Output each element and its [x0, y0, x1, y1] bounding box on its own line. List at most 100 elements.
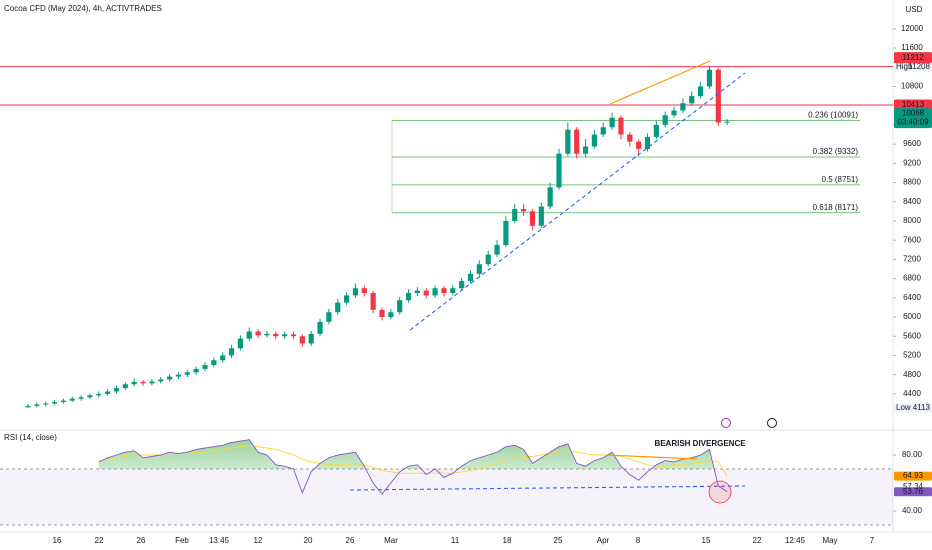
rsi-tick-label: 40.00	[902, 506, 923, 515]
candle-body	[43, 403, 49, 405]
candle-body	[51, 402, 58, 404]
highlight-circle	[708, 480, 732, 504]
candle-body	[609, 117, 615, 128]
candle-body	[158, 379, 164, 382]
rsi-ma-value-box	[894, 471, 932, 481]
candle-body	[352, 288, 359, 296]
candle-body	[467, 273, 474, 282]
candle-body	[503, 220, 509, 245]
event-icon[interactable]	[767, 418, 777, 428]
candle-body	[476, 264, 482, 274]
candle-body	[405, 293, 412, 301]
fib-label: 0.618 (8171)	[813, 203, 859, 212]
candle-body	[529, 211, 536, 226]
candle-body	[397, 300, 403, 313]
candle-body	[299, 336, 305, 344]
candle-body	[105, 391, 111, 394]
high-box	[894, 61, 932, 72]
candle-body	[698, 86, 704, 97]
event-icon[interactable]	[721, 418, 731, 428]
level-1-label: 10413	[902, 100, 925, 109]
x-tick-label: 25	[554, 536, 563, 545]
candle-body	[388, 312, 394, 318]
candle-body	[556, 153, 562, 188]
candle-body	[25, 405, 31, 408]
candle-body	[618, 117, 624, 135]
x-tick-label: Mar	[384, 536, 398, 545]
candle-body	[202, 365, 208, 369]
candle-body	[290, 334, 297, 337]
rsi-value-label: 53.76	[903, 487, 924, 496]
trend-line	[409, 72, 746, 331]
candle-body	[547, 187, 553, 207]
last-price-label: 10068	[902, 109, 925, 118]
rsi-ma-value-label: 64.93	[903, 471, 924, 480]
candle-body	[485, 254, 491, 265]
candle-body	[574, 129, 580, 154]
x-tick-label: 18	[503, 536, 512, 545]
candle-body	[565, 129, 571, 154]
y-tick-label: 5600	[903, 331, 921, 340]
candle-body	[538, 206, 544, 226]
level-0-label: 11212	[902, 53, 924, 62]
y-tick-label: 9200	[903, 158, 921, 167]
y-tick-label: 7600	[903, 235, 921, 244]
y-tick-label: 8800	[903, 178, 921, 187]
x-tick-label: 8	[636, 536, 641, 545]
y-tick-label: 10800	[901, 82, 924, 91]
annotation: BEARISH DIVERGENCE	[654, 439, 746, 448]
candle-body	[246, 331, 252, 339]
candle-body	[335, 302, 341, 313]
candle-body	[636, 141, 642, 149]
candle-body	[370, 293, 376, 310]
candle-body	[344, 295, 350, 303]
candle-body	[724, 121, 730, 123]
candle-body	[423, 290, 429, 296]
x-tick-label: 20	[304, 536, 313, 545]
candle-body	[282, 334, 288, 337]
rsi-ma-line	[98, 444, 728, 477]
high-marker-value: 11208	[908, 62, 930, 71]
y-tick-label: 11600	[901, 43, 923, 52]
rsi-title: RSI (14, close)	[4, 433, 57, 442]
candle-body	[167, 376, 173, 380]
y-tick-label: 12000	[901, 24, 924, 33]
candle-body	[494, 244, 500, 255]
candle-body	[361, 288, 367, 294]
candle-body	[671, 110, 677, 116]
candle-body	[432, 288, 438, 296]
candle-body	[441, 288, 447, 294]
candle-body	[450, 288, 456, 294]
rsi-value-box	[894, 487, 932, 497]
y-tick-label: 8000	[903, 216, 921, 225]
candle-body	[34, 404, 40, 406]
x-tick-label: 16	[53, 536, 62, 545]
candle-body	[600, 127, 606, 135]
candle-body	[60, 400, 66, 403]
candle-body	[521, 208, 527, 212]
rsi-line	[98, 439, 728, 495]
candle-body	[653, 124, 659, 137]
candle-body	[140, 381, 146, 384]
fib-label: 0.5 (8751)	[822, 175, 859, 184]
candle-body	[512, 208, 518, 221]
candle-body	[255, 331, 261, 336]
x-tick-label: 26	[137, 536, 146, 545]
y-tick-label: 5200	[903, 351, 921, 360]
candle-body	[644, 136, 651, 149]
y-tick-label: 8400	[903, 197, 921, 206]
y-tick-label: 4800	[903, 370, 921, 379]
candle-body	[379, 309, 385, 318]
level-1-box	[894, 99, 932, 111]
candle-body	[662, 115, 668, 125]
y-tick-label: 6000	[903, 312, 921, 321]
x-tick-label: 15	[702, 536, 711, 545]
y-tick-label: 4400	[903, 389, 921, 398]
candle-body	[591, 134, 597, 147]
candle-body	[582, 146, 589, 154]
y-tick-label: 9600	[903, 139, 921, 148]
x-tick-label: Feb	[175, 536, 189, 545]
candle-body	[184, 372, 190, 375]
candle-body	[706, 69, 713, 87]
divergence-line	[609, 60, 711, 105]
